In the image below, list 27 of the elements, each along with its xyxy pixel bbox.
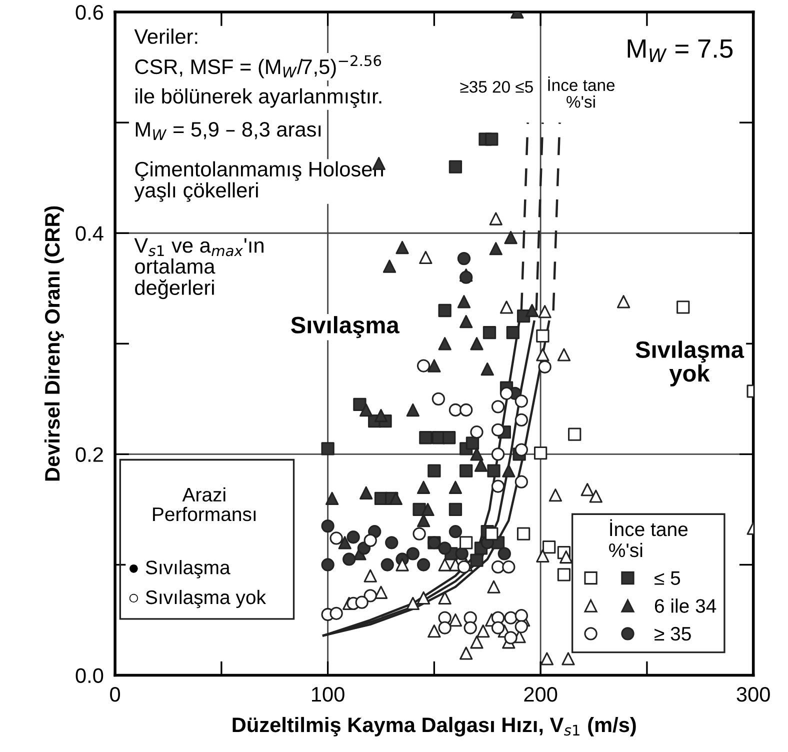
legend-label: 6 ile 34 [654, 598, 716, 613]
x-tick-label: 200 [524, 686, 558, 702]
annotation: ile bölünerek ayarlanmıştır. [136, 88, 382, 108]
y-tick-label: 0.0 [76, 668, 104, 684]
annotation: ● Sıvılaşma [130, 560, 230, 578]
y-tick-label: 0.4 [76, 226, 104, 241]
annotation: M$_{W}$ = 5,9 – 8,3 arası [136, 122, 321, 140]
y-axis-title: Devirsel Direnç Oranı (CRR) [44, 206, 64, 481]
annotation: Sıvılaşma [291, 316, 400, 338]
annotation: ≥35 20 ≤5 [460, 80, 533, 93]
legend-label: ≤ 5 [654, 571, 680, 585]
text: V$_{s1}$ ve a$_{max}$'ın ortalama değerleri [134, 238, 264, 300]
annotation: Arazi Performansı [153, 487, 256, 522]
annotation: Veriler: [134, 28, 198, 44]
annotation: CSR, MSF = (M$_{W}$/7,5)$^{−2.56}$ [135, 55, 382, 78]
x-tick-label: 300 [736, 686, 770, 702]
annotation: M$_{W}$ = 7.5 [628, 39, 733, 62]
x-tick-label: 100 [312, 686, 344, 702]
y-tick-label: 0.2 [76, 447, 103, 462]
x-tick-label: 0 [110, 686, 120, 702]
annotation: İnce tane %'si [548, 76, 615, 108]
x-axis-title: Düzeltilmiş Kayma Dalgası Hızı, V$_{s1}$ (m/s) [232, 716, 636, 736]
annotation: Sıvılaşma yok [636, 340, 744, 386]
legend-title: İnce tane %'si [609, 519, 688, 558]
y-tick-label: 0.6 [76, 5, 104, 20]
annotation: ○ Sıvılaşma yok [129, 590, 266, 608]
legend-label: ≥ 35 [654, 626, 691, 641]
